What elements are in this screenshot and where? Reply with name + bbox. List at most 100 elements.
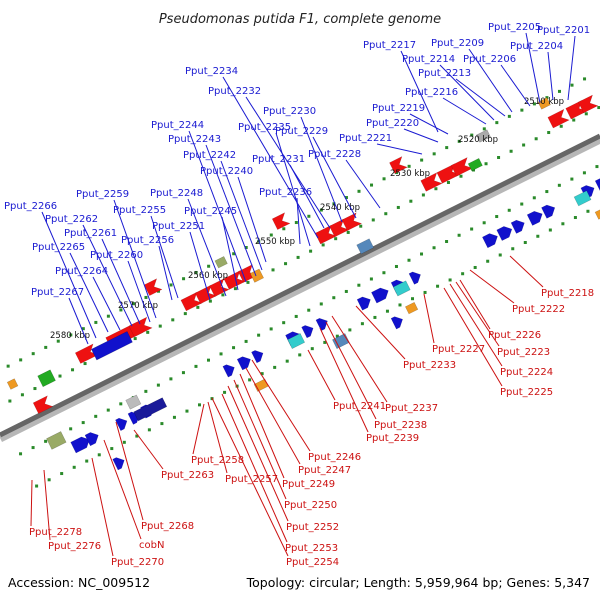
forward-gene-label[interactable]: Pput_2267 — [31, 287, 84, 298]
forward-gene-label[interactable]: Pput_2259 — [76, 189, 129, 200]
forward-gene-label[interactable]: Pput_2230 — [263, 106, 316, 117]
forward-gene-label[interactable]: Pput_2236 — [259, 187, 312, 198]
steelblue-block[interactable] — [332, 333, 350, 350]
reverse-gene-arrow[interactable] — [194, 284, 218, 305]
orange-block-5[interactable] — [537, 97, 551, 110]
reverse-gene-label[interactable]: Pput_2247 — [298, 465, 351, 476]
reverse-gene-arrow[interactable] — [209, 278, 230, 297]
reverse-gene-arrow[interactable] — [420, 172, 443, 192]
green-block-2[interactable] — [467, 158, 483, 172]
forward-gene-label[interactable]: Pput_2240 — [200, 166, 253, 177]
gray-block-2[interactable] — [125, 394, 142, 410]
forward-gene-arrow[interactable] — [510, 219, 525, 234]
forward-gene-arrow[interactable] — [408, 271, 421, 285]
reverse-gene-arrow[interactable] — [389, 155, 408, 174]
forward-gene-label[interactable]: Pput_2255 — [113, 205, 166, 216]
orange-block-2[interactable] — [405, 301, 419, 315]
reverse-gene-label[interactable]: Pput_2250 — [284, 500, 337, 511]
reverse-gene-arrow[interactable] — [180, 291, 203, 312]
forward-gene-label[interactable]: Pput_2242 — [183, 150, 236, 161]
forward-gene-label[interactable]: Pput_2243 — [168, 134, 221, 145]
reverse-gene-label[interactable]: Pput_2239 — [366, 433, 419, 444]
forward-gene-arrow[interactable] — [594, 178, 600, 192]
forward-gene-label[interactable]: Pput_2265 — [32, 242, 85, 253]
forward-gene-arrow[interactable] — [222, 364, 235, 378]
reverse-gene-label[interactable]: Pput_2246 — [308, 452, 361, 463]
forward-gene-label[interactable]: Pput_2209 — [431, 38, 484, 49]
forward-gene-label[interactable]: Pput_2220 — [366, 118, 419, 129]
forward-gene-arrow[interactable] — [356, 296, 371, 311]
cyan-block[interactable] — [287, 333, 306, 349]
forward-gene-label[interactable]: Pput_2244 — [151, 120, 204, 131]
forward-gene-arrow[interactable] — [112, 457, 125, 471]
forward-gene-label[interactable]: Pput_2206 — [463, 54, 516, 65]
reverse-gene-arrow[interactable] — [128, 316, 153, 338]
forward-gene-arrow[interactable] — [482, 233, 498, 249]
forward-gene-label[interactable]: Pput_2248 — [150, 188, 203, 199]
reverse-gene-label[interactable]: Pput_2241 — [333, 401, 386, 412]
gray-block[interactable] — [475, 129, 491, 143]
reverse-gene-label[interactable]: Pput_2233 — [403, 360, 456, 371]
reverse-gene-label[interactable]: Pput_2258 — [191, 455, 244, 466]
forward-gene-label[interactable]: Pput_2204 — [510, 41, 563, 52]
reverse-gene-label[interactable]: cobN — [139, 540, 164, 551]
reverse-gene-arrow[interactable] — [271, 212, 291, 230]
reverse-gene-label[interactable]: Pput_2238 — [374, 420, 427, 431]
reverse-gene-label[interactable]: Pput_2223 — [497, 347, 550, 358]
reverse-gene-arrow[interactable] — [341, 212, 363, 231]
reverse-gene-label[interactable]: Pput_2218 — [541, 288, 594, 299]
forward-gene-arrow[interactable] — [84, 432, 99, 447]
forward-gene-label[interactable]: Pput_2231 — [252, 154, 305, 165]
forward-gene-label[interactable]: Pput_2205 — [488, 22, 541, 33]
forward-gene-label[interactable]: Pput_2234 — [185, 66, 238, 77]
reverse-gene-label[interactable]: Pput_2224 — [500, 367, 553, 378]
reverse-gene-label[interactable]: Pput_2263 — [161, 470, 214, 481]
forward-gene-arrow[interactable] — [301, 325, 314, 339]
orange-block-4[interactable] — [249, 268, 264, 283]
green-block[interactable] — [37, 369, 56, 388]
reverse-gene-arrow[interactable] — [577, 94, 599, 114]
reverse-gene-arrow[interactable] — [223, 270, 246, 290]
forward-gene-label[interactable]: Pput_2260 — [90, 250, 143, 261]
reverse-gene-arrow[interactable] — [329, 218, 350, 238]
forward-gene-label[interactable]: Pput_2256 — [121, 235, 174, 246]
reverse-gene-label[interactable]: Pput_2227 — [432, 344, 485, 355]
reverse-gene-arrow[interactable] — [547, 108, 570, 129]
forward-gene-arrow[interactable] — [390, 316, 403, 330]
forward-gene-label[interactable]: Pput_2216 — [405, 87, 458, 98]
forward-gene-label[interactable]: Pput_2214 — [402, 54, 455, 65]
forward-gene-label[interactable]: Pput_2201 — [537, 25, 590, 36]
forward-gene-arrow[interactable] — [541, 204, 556, 219]
reverse-gene-label[interactable]: Pput_2254 — [286, 557, 339, 568]
forward-gene-label[interactable]: Pput_2217 — [363, 40, 416, 51]
orange-block-3[interactable] — [594, 207, 600, 220]
reverse-gene-arrow[interactable] — [450, 156, 474, 177]
reverse-gene-label[interactable]: Pput_2253 — [285, 543, 338, 554]
forward-gene-arrow[interactable] — [580, 185, 595, 200]
cyan-block-2[interactable] — [392, 280, 411, 297]
forward-gene-label[interactable]: Pput_2264 — [55, 266, 108, 277]
navy-block[interactable] — [133, 397, 168, 422]
forward-gene-label[interactable]: Pput_2235 — [238, 122, 291, 133]
reverse-gene-label[interactable]: Pput_2270 — [111, 557, 164, 568]
reverse-gene-label[interactable]: Pput_2222 — [512, 304, 565, 315]
forward-gene-label[interactable]: Pput_2219 — [372, 103, 425, 114]
forward-gene-arrow[interactable] — [315, 317, 328, 332]
reverse-gene-label[interactable]: Pput_2278 — [29, 527, 82, 538]
reverse-gene-label[interactable]: Pput_2225 — [500, 387, 553, 398]
reverse-gene-arrow[interactable] — [32, 395, 54, 414]
forward-gene-arrow[interactable] — [371, 287, 389, 304]
reverse-gene-label[interactable]: Pput_2257 — [225, 474, 278, 485]
forward-gene-arrow[interactable] — [115, 417, 128, 432]
forward-gene-arrow[interactable] — [526, 210, 543, 226]
forward-gene-arrow[interactable] — [236, 356, 251, 371]
forward-gene-arrow[interactable] — [70, 436, 90, 454]
forward-gene-label[interactable]: Pput_2251 — [152, 221, 205, 232]
forward-gene-label[interactable]: Pput_2266 — [4, 201, 57, 212]
orange-block-6[interactable] — [6, 378, 19, 390]
forward-gene-arrow[interactable] — [251, 350, 264, 364]
reverse-gene-label[interactable]: Pput_2226 — [488, 330, 541, 341]
reverse-gene-label[interactable]: Pput_2237 — [385, 403, 438, 414]
forward-gene-label[interactable]: Pput_2261 — [64, 228, 117, 239]
forward-gene-label[interactable]: Pput_2228 — [308, 149, 361, 160]
